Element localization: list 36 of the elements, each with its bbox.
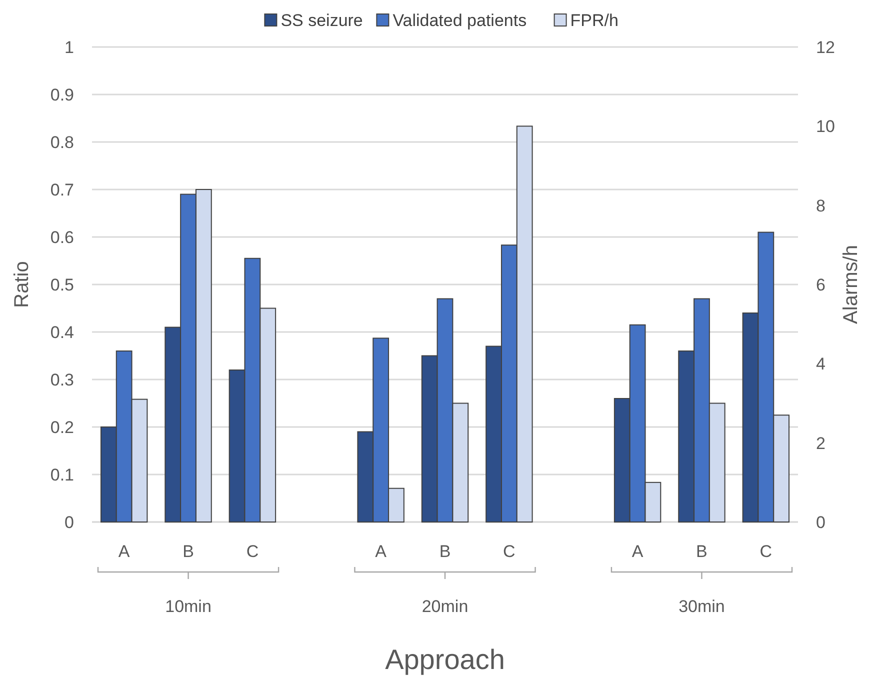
y2-tick-label: 8: [816, 196, 826, 216]
x-tick-label: B: [182, 542, 194, 561]
legend-label: FPR/h: [570, 10, 618, 30]
y-tick-label: 0.7: [50, 180, 74, 200]
y-axis-title: Ratio: [11, 261, 33, 308]
x-tick-label: A: [632, 542, 644, 561]
x-tick-label: B: [696, 542, 708, 561]
y2-tick-label: 10: [816, 117, 835, 136]
y-tick-label: 0.4: [50, 322, 74, 342]
y-tick-label: 0.9: [50, 85, 74, 104]
x-axis-title: Approach: [385, 644, 505, 675]
y-tick-label: 0.1: [50, 465, 74, 484]
y-tick-label: 0: [64, 512, 74, 532]
legend-label: Validated patients: [392, 10, 527, 30]
x-tick-label: A: [118, 542, 130, 561]
y2-tick-label: 0: [816, 512, 826, 532]
x-tick-label: B: [439, 542, 451, 561]
y2-tick-label: 2: [816, 434, 826, 453]
text: 30min: [678, 597, 725, 616]
text: 20min: [422, 597, 468, 616]
y-tick-label: 0.8: [50, 132, 74, 152]
y-tick-label: 0.2: [50, 418, 74, 437]
x-tick-label: A: [375, 542, 388, 561]
text: 10min: [165, 597, 212, 616]
y2-tick-label: 12: [816, 38, 835, 57]
y2-tick-label: 6: [816, 275, 826, 294]
y2-tick-label: 4: [816, 354, 826, 374]
x-tick-label: C: [246, 542, 259, 561]
y-tick-label: 0.3: [50, 370, 74, 390]
y-tick-label: 1: [64, 38, 74, 57]
y2-axis-title: Alarms/h: [840, 245, 862, 324]
x-tick-label: C: [760, 542, 772, 561]
legend-label: SS seizure: [280, 10, 363, 30]
x-tick-label: C: [503, 542, 516, 561]
y-tick-label: 0.6: [50, 228, 74, 247]
y-tick-label: 0.5: [50, 275, 74, 294]
